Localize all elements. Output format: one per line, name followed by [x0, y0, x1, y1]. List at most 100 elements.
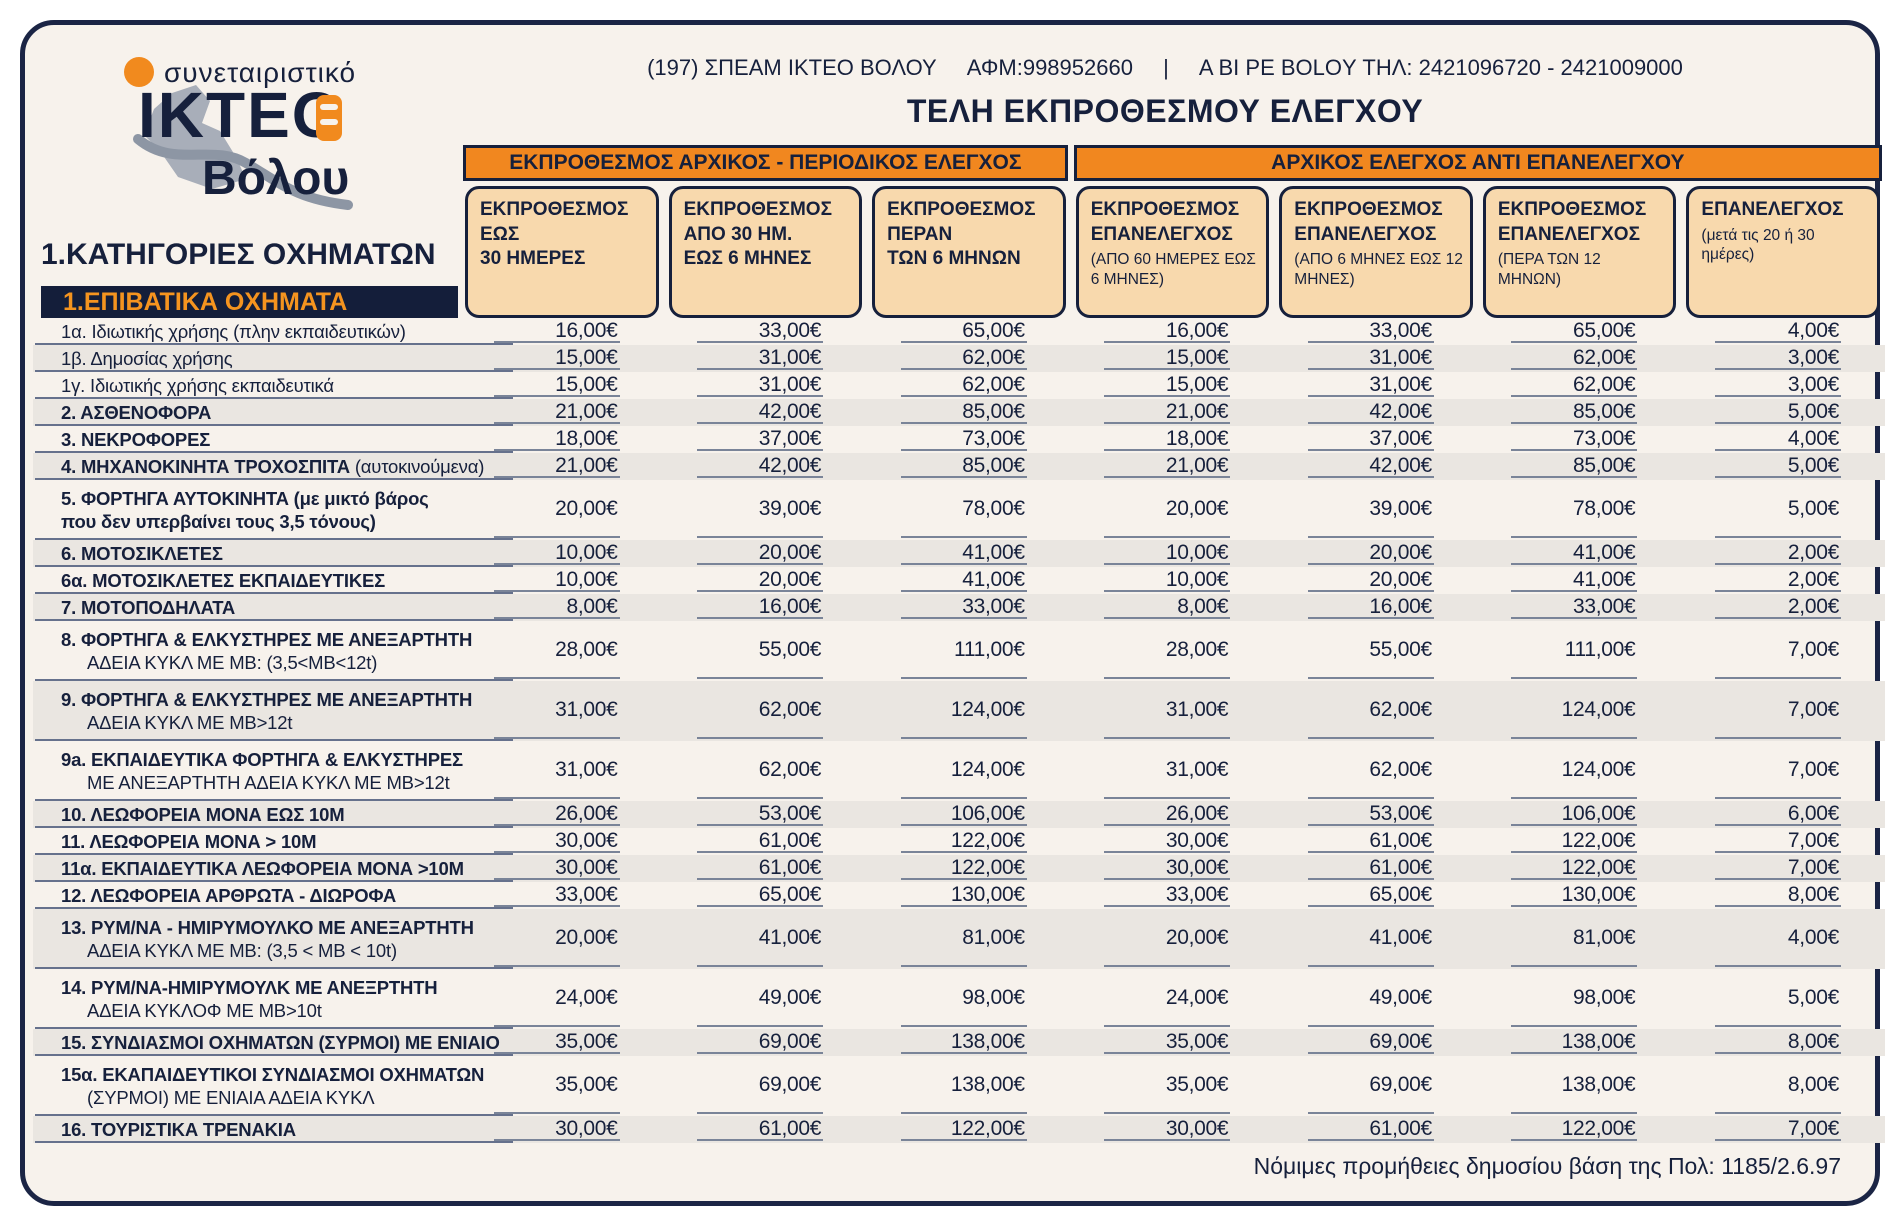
value-underline	[900, 1139, 1027, 1141]
fee-value: 20,00€	[1165, 926, 1229, 949]
value-underline	[493, 851, 620, 853]
fee-value-cell: 62,00€	[1274, 741, 1478, 801]
value-underline	[1307, 1139, 1434, 1141]
fee-value: 2,00€	[1787, 594, 1839, 618]
fee-value-cell: 41,00€	[1274, 909, 1478, 969]
fee-value-cell: 2,00€	[1681, 594, 1885, 621]
fee-value-cell: 78,00€	[1478, 480, 1682, 540]
fee-value: 130,00€	[1561, 882, 1636, 906]
value-underline	[900, 878, 1027, 880]
value-underline	[1307, 536, 1434, 538]
fee-value: 35,00€	[1165, 1073, 1229, 1096]
fee-value: 20,00€	[555, 926, 618, 949]
fee-value: 30,00€	[1165, 828, 1229, 852]
value-underline	[697, 395, 824, 397]
fee-value-cell: 21,00€	[1071, 399, 1275, 426]
fee-value-cell: 65,00€	[664, 882, 868, 909]
table-row: 11. ΛΕΩΦΟΡΕΙΑ ΜΟΝΑ > 10Μ 30,00€ 61,00€ 122,…	[33, 828, 1885, 855]
fee-value: 18,00€	[1165, 426, 1229, 450]
fee-value-cell: 18,00€	[460, 426, 664, 453]
fee-value-cell: 20,00€	[664, 540, 868, 567]
value-underline	[900, 824, 1027, 826]
value-underline	[1511, 449, 1638, 451]
fee-value-cell: 7,00€	[1681, 1116, 1885, 1143]
fee-value-cell: 41,00€	[664, 909, 868, 969]
fee-value: 42,00€	[1369, 399, 1432, 423]
fee-value: 111,00€	[1564, 638, 1636, 661]
table-row: 5. ΦΟΡΤΗΓΑ ΑΥΤΟΚΙΝΗΤΑ (με μικτό βάρος που…	[33, 480, 1885, 540]
fee-value-cell: 31,00€	[1274, 345, 1478, 372]
fee-value: 4,00€	[1787, 426, 1839, 450]
value-underline	[1104, 737, 1231, 739]
fee-value: 124,00€	[950, 758, 1025, 781]
fee-value: 39,00€	[1369, 497, 1432, 520]
value-underline	[1307, 590, 1434, 592]
fee-value-cell: 30,00€	[460, 1116, 664, 1143]
fee-value-cell: 20,00€	[1274, 540, 1478, 567]
table-row: 16. ΤΟΥΡΙΣΤΙΚΑ ΤΡΕΝΑΚΙΑ 30,00€ 61,00€ 122,0…	[33, 1116, 1885, 1143]
column-header-text: ΠΕΡΑΝ	[887, 223, 953, 245]
table-row: 11α. ΕΚΠΑΙΔΕΥΤΙΚΑ ΛΕΩΦΟΡΕΙΑ ΜΟΝΑ >10Μ 30,…	[33, 855, 1885, 882]
value-underline	[1307, 677, 1434, 679]
row-category-line: 15. ΣΥΝΔΙΑΣΜΟΙ ΟΧΗΜΑΤΩΝ (ΣΥΡΜΟΙ) ΜΕ ΕΝΙΑ…	[61, 1031, 500, 1053]
value-underline	[900, 965, 1027, 967]
fee-value: 41,00€	[1369, 926, 1432, 949]
fee-value-cell: 26,00€	[460, 801, 664, 828]
fee-value-cell: 30,00€	[460, 855, 664, 882]
group-header-periodic: ΕΚΠΡΟΘΕΣΜΟΣ ΑΡΧΙΚΟΣ - ΠΕΡΙΟΔΙΚΟΣ ΕΛΕΓΧΟΣ	[463, 145, 1068, 181]
road-swoosh	[133, 134, 353, 210]
value-underline	[1511, 368, 1638, 370]
fee-value: 16,00€	[1369, 594, 1432, 618]
fee-value: 8,00€	[1787, 882, 1839, 906]
logo-name: ΙΚΤΕΟ	[138, 79, 344, 151]
categories-title: 1.ΚΑΤΗΓΟΡΙΕΣ ΟΧΗΜΑΤΩΝ	[41, 238, 436, 271]
fee-value: 49,00€	[1369, 986, 1432, 1009]
fee-value-cell: 35,00€	[1071, 1029, 1275, 1056]
fee-value: 15,00€	[555, 372, 618, 396]
fee-value-cell: 30,00€	[1071, 855, 1275, 882]
fee-value-cell: 39,00€	[1274, 480, 1478, 540]
table-row: 1γ. Ιδιωτικής χρήσης εκπαιδευτικά 15,00€ 3…	[33, 372, 1885, 399]
value-underline	[697, 476, 824, 478]
fee-value: 20,00€	[1369, 567, 1432, 591]
fee-value: 31,00€	[1165, 758, 1229, 781]
value-underline	[900, 449, 1027, 451]
value-underline	[1104, 449, 1231, 451]
row-category-line: 10. ΛΕΩΦΟΡΕΙΑ ΜΟΝΑ ΕΩΣ 10Μ	[61, 803, 345, 825]
fee-value-cell: 124,00€	[867, 741, 1071, 801]
row-category: 13. ΡΥΜ/ΝΑ - ΗΜΙΡΥΜΟΥΛΚΟ ΜΕ ΑΝΕΞΑΡΤΗΤΗ ΑΔ…	[33, 909, 513, 969]
value-underline	[1511, 476, 1638, 478]
value-underline	[1714, 590, 1841, 592]
fee-value-cell: 42,00€	[1274, 399, 1478, 426]
row-category-line: 11α. ΕΚΠΑΙΔΕΥΤΙΚΑ ΛΕΩΦΟΡΕΙΑ ΜΟΝΑ >10Μ	[61, 857, 464, 879]
fee-value: 26,00€	[1165, 801, 1229, 825]
fee-value-cell: 98,00€	[867, 969, 1071, 1029]
fee-value: 21,00€	[555, 399, 618, 423]
value-underline	[900, 422, 1027, 424]
fee-value: 138,00€	[950, 1073, 1025, 1096]
fee-table: ΕΚΠΡΟΘΕΣΜΟΣ ΑΡΧΙΚΟΣ - ΠΕΡΙΟΔΙΚΟΣ ΕΛΕΓΧΟΣ…	[33, 145, 1885, 1143]
fee-value-cell: 61,00€	[1274, 1116, 1478, 1143]
fee-value: 15,00€	[555, 345, 618, 369]
map-silhouette	[144, 85, 246, 189]
fee-value-cell: 7,00€	[1681, 741, 1885, 801]
fee-value-cell: 42,00€	[664, 399, 868, 426]
value-underline	[493, 677, 620, 679]
column-header-text: ΤΩΝ 6 ΜΗΝΩΝ	[887, 248, 1021, 270]
fee-value: 16,00€	[555, 318, 618, 342]
fee-value-cell: 106,00€	[1478, 801, 1682, 828]
row-category-line: ΑΔΕΙΑ ΚΥΚΛΟΦ ΜΕ ΜΒ>10t	[87, 1000, 322, 1021]
fee-value-cell: 7,00€	[1681, 681, 1885, 741]
fee-value-cell: 20,00€	[1274, 567, 1478, 594]
fee-value-cell: 10,00€	[460, 540, 664, 567]
fee-value-cell: 33,00€	[1071, 882, 1275, 909]
table-row: 15α. ΕΚΑΠΑΙΔΕΥΤΙΚΟΙ ΣΥΝΔΙΑΣΜΟΙ ΟΧΗΜΑΤΩΝ(…	[33, 1056, 1885, 1116]
value-underline	[1104, 395, 1231, 397]
table-row: 1β. Δημοσίας χρήσης 15,00€ 31,00€ 62,00€ 15,…	[33, 345, 1885, 372]
column-header-text: ΕΩΣ 6 ΜΗΝΕΣ	[683, 248, 812, 270]
value-underline	[1104, 422, 1231, 424]
fee-value: 41,00€	[962, 567, 1025, 591]
column-header-row: 1.ΚΑΤΗΓΟΡΙΕΣ ΟΧΗΜΑΤΩΝ 1.ΕΠΙΒΑΤΙΚΑ ΟΧΗΜΑΤ…	[33, 186, 1885, 318]
fee-value-cell: 4,00€	[1681, 909, 1885, 969]
fee-value: 98,00€	[962, 986, 1025, 1009]
